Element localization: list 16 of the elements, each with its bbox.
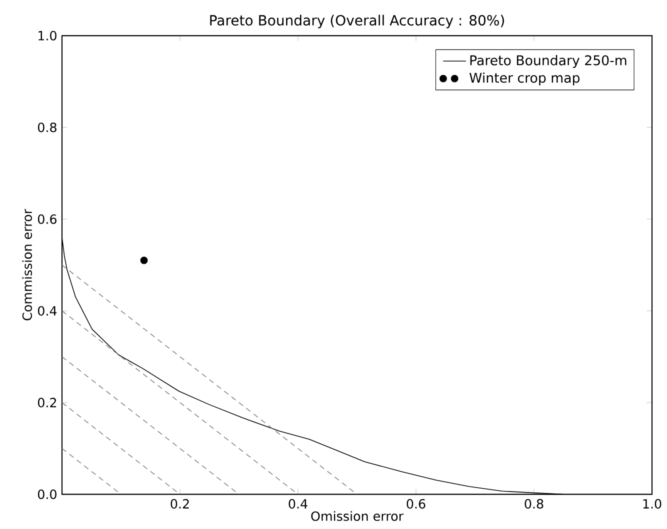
y-tick-label: 1.0 — [38, 30, 56, 40]
y-tick-label: 0.6 — [38, 214, 56, 224]
y-tick-label: 0.4 — [38, 306, 57, 316]
y-tick-label: 0.0 — [38, 490, 56, 500]
x-tick-label: 0.4 — [288, 499, 308, 509]
x-tick-label: 1.0 — [643, 499, 662, 509]
y-tick-label: 0.8 — [38, 122, 56, 132]
y-tick-label: 0.2 — [38, 398, 56, 408]
x-tick-label: 0.8 — [524, 499, 544, 509]
y-axis-title: Commission error — [22, 209, 32, 320]
chart-title: Pareto Boundary (Overall Accuracy : 80%) — [210, 14, 504, 28]
legend-label: Winter crop map — [469, 72, 580, 86]
x-tick-label: 0.6 — [406, 499, 426, 509]
x-axis-title: Omission error — [311, 511, 404, 521]
legend-label: Pareto Boundary 250-m — [470, 55, 626, 68]
x-tick-label: 0.2 — [170, 499, 189, 509]
